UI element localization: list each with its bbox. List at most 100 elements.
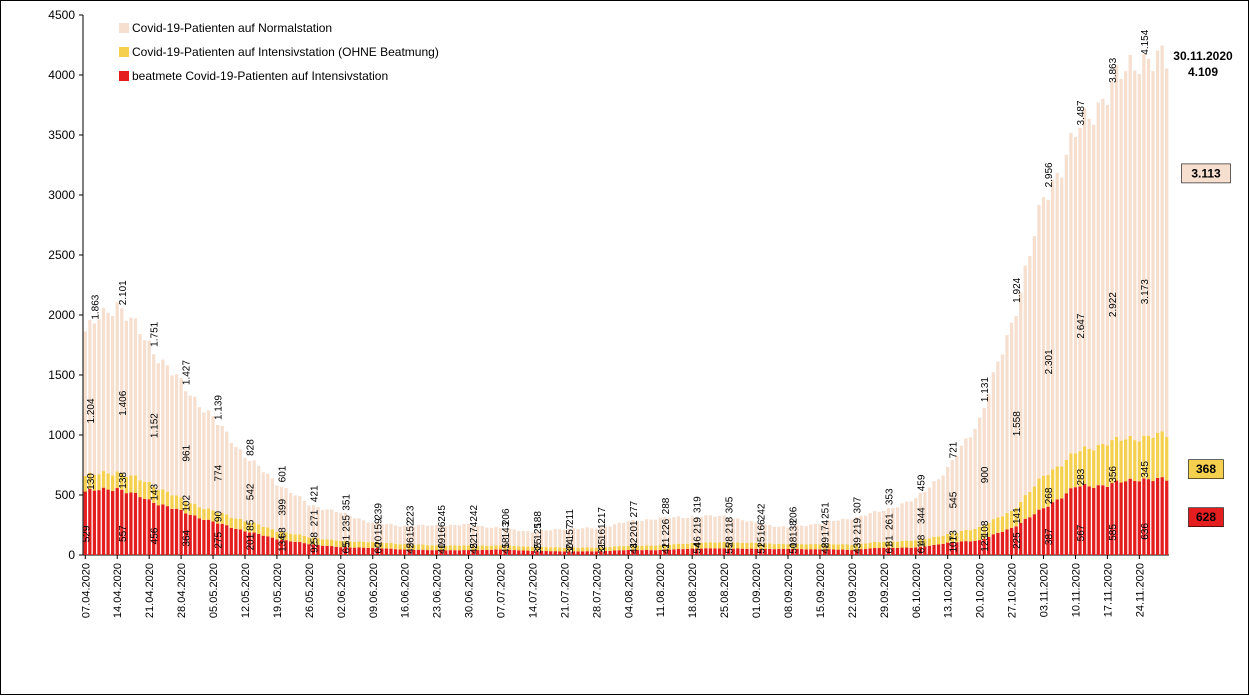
bar-segment-normal (197, 407, 201, 508)
bar-segment-ventilated (699, 548, 703, 555)
bar-segment-icu (576, 547, 580, 552)
bar (421, 524, 425, 555)
bar-segment-ventilated (859, 549, 863, 555)
bar (453, 524, 457, 555)
bar (1128, 54, 1132, 555)
bar (827, 520, 831, 555)
bar-segment-icu (485, 545, 489, 551)
icu-label: 48 (916, 534, 927, 546)
icu-label: 356 (1108, 466, 1119, 483)
bar-segment-icu (434, 545, 439, 551)
bar (179, 378, 183, 555)
bar-segment-ventilated (763, 548, 767, 555)
bar-segment-ventilated (809, 549, 813, 555)
bar-segment-icu (544, 547, 548, 552)
bar (549, 530, 553, 555)
bar-segment-normal (284, 488, 288, 533)
bar-segment-ventilated (932, 544, 936, 555)
data-labels: 1.8632.1011.7511.4271.139828601421351239… (81, 29, 1151, 554)
bar-segment-icu (307, 537, 311, 545)
normal-label: 161 (597, 523, 608, 540)
bar (973, 428, 977, 555)
bar-segment-icu (877, 542, 881, 549)
bar (571, 528, 576, 555)
bar-segment-normal (179, 378, 183, 498)
bar-segment-normal (1137, 73, 1141, 442)
bar-segment-icu (841, 544, 845, 550)
bar (403, 525, 407, 555)
bar-segment-ventilated (877, 548, 881, 555)
bar (987, 394, 991, 555)
bar-segment-ventilated (115, 488, 119, 555)
bar-segment-ventilated (1028, 517, 1032, 555)
bar-segment-icu (288, 533, 293, 542)
bar-segment-normal (854, 516, 859, 545)
bar-segment-ventilated (964, 541, 968, 555)
total-label: 217 (597, 507, 608, 524)
bar-segment-icu (882, 541, 886, 548)
bar-segment-icu (581, 547, 585, 552)
bar (946, 466, 950, 555)
bar-segment-ventilated (695, 548, 699, 555)
bar (813, 523, 818, 555)
bar-segment-ventilated (165, 506, 170, 555)
bar-segment-normal (247, 461, 252, 523)
bar (850, 519, 854, 555)
normal-label: 226 (661, 518, 672, 535)
bar-segment-ventilated (457, 550, 462, 555)
bar (197, 407, 201, 555)
bar (330, 509, 334, 555)
bar-segment-icu (1078, 451, 1082, 487)
icu-label: 28 (725, 536, 736, 548)
bar-segment-ventilated (1060, 498, 1064, 555)
bar (357, 518, 361, 555)
bar-segment-ventilated (1064, 493, 1068, 555)
bar-segment-icu (1060, 466, 1064, 499)
bar-segment-icu (279, 531, 284, 540)
normal-label: 152 (405, 520, 416, 537)
bar-segment-ventilated (1110, 483, 1114, 555)
bar-segment-icu (425, 545, 430, 551)
bar-segment-normal (1155, 50, 1160, 433)
bar (622, 522, 626, 555)
bar-segment-ventilated (544, 551, 548, 555)
total-label: 188 (533, 511, 544, 528)
ventilated-label: 557 (118, 525, 129, 542)
icu-label: 18 (789, 536, 800, 548)
x-tick-label: 24.11.2020 (1134, 563, 1146, 617)
bar (576, 528, 580, 555)
ventilated-label: 45 (501, 542, 512, 554)
bar-segment-icu (612, 546, 617, 551)
bar-segment-normal (927, 487, 932, 539)
bar (749, 521, 754, 555)
icu-label: 90 (214, 511, 225, 523)
bar-segment-normal (133, 318, 138, 476)
ventilated-label: 41 (661, 542, 672, 554)
bar-segment-icu (800, 544, 804, 550)
bar-segment-normal (1101, 98, 1105, 444)
bar-segment-normal (777, 526, 781, 545)
icu-label: 51 (341, 535, 352, 547)
total-label: 211 (565, 509, 576, 525)
ventilated-label: 35 (533, 542, 544, 554)
bar (1151, 71, 1155, 555)
ventilated-label: 585 (1108, 524, 1119, 541)
bar-segment-ventilated (955, 542, 959, 555)
bar-segment-ventilated (494, 549, 498, 555)
bar-segment-ventilated (941, 543, 945, 555)
bar-segment-normal (152, 354, 156, 487)
bar (649, 519, 653, 555)
bar (83, 331, 87, 555)
bar-segment-icu (558, 547, 562, 552)
bar-segment-icu (736, 542, 740, 549)
total-label: 1.751 (150, 321, 161, 346)
bar-segment-ventilated (257, 533, 261, 555)
normal-label: 166 (757, 519, 768, 536)
total-label: 242 (469, 505, 480, 522)
bar-segment-ventilated (635, 550, 640, 555)
bar (936, 479, 941, 555)
ventilated-label: 636 (1140, 523, 1151, 540)
bar-segment-icu (777, 544, 781, 550)
bar-segment-ventilated (293, 541, 297, 555)
bar (485, 527, 489, 555)
